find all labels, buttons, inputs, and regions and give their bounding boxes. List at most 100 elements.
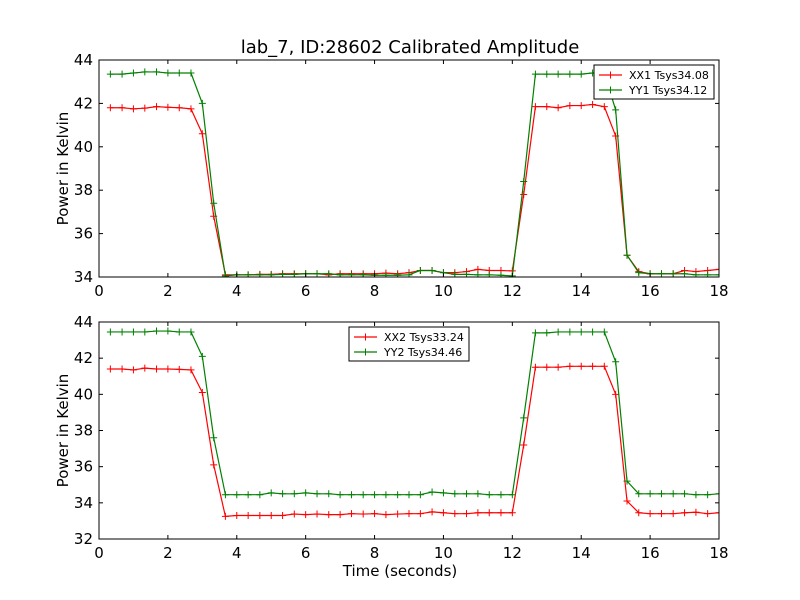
data-point — [106, 104, 114, 112]
data-point — [405, 271, 413, 277]
data-point — [244, 271, 252, 277]
data-point — [600, 328, 608, 336]
x-tick-label: 2 — [163, 282, 173, 300]
data-point — [646, 490, 654, 498]
x-tick-label: 12 — [503, 544, 522, 562]
x-tick-label: 2 — [163, 544, 173, 562]
data-point — [463, 510, 471, 518]
x-tick-label: 6 — [301, 544, 311, 562]
data-point — [520, 191, 528, 199]
data-point — [692, 508, 700, 516]
y-tick-label: 42 — [74, 349, 93, 367]
data-point — [106, 365, 114, 373]
data-point — [394, 491, 402, 499]
data-point — [623, 497, 631, 505]
data-point — [669, 510, 677, 518]
data-point — [463, 490, 471, 498]
data-point — [141, 328, 149, 336]
data-point — [554, 104, 562, 112]
data-point — [531, 363, 539, 371]
data-point — [198, 389, 206, 397]
data-point — [153, 365, 161, 373]
x-tick-label: 18 — [709, 544, 728, 562]
data-point — [669, 270, 677, 277]
data-point — [428, 266, 436, 274]
data-point — [508, 509, 516, 517]
legend-marker — [362, 333, 369, 341]
series-line — [110, 103, 719, 276]
data-point — [577, 70, 585, 78]
data-point — [221, 491, 229, 499]
data-point — [118, 328, 126, 336]
legend-label: XX1 Tsys34.08 — [629, 69, 709, 82]
data-point — [175, 104, 183, 112]
data-point — [612, 358, 620, 366]
legend-label: XX2 Tsys33.24 — [384, 331, 464, 344]
data-point — [681, 509, 689, 517]
data-point — [244, 491, 252, 499]
data-point — [198, 99, 206, 107]
data-point — [497, 509, 505, 517]
y-axis-label: Power in Kelvin — [54, 112, 72, 226]
data-point — [485, 271, 493, 277]
data-point — [302, 511, 310, 519]
data-point — [485, 491, 493, 499]
data-point — [531, 329, 539, 337]
y-tick-label: 38 — [74, 181, 93, 199]
data-point — [313, 270, 321, 277]
data-point — [405, 510, 413, 518]
data-point — [210, 461, 218, 469]
legend: XX1 Tsys34.08 YY1 Tsys34.12 — [593, 64, 715, 100]
data-point — [153, 68, 161, 76]
data-point — [129, 366, 137, 374]
chart-2: 0 2 4 6 8 10 12 14 16 18 32 34 36 38 40 42 44 Power in Ke… — [54, 313, 729, 580]
data-point — [279, 511, 287, 519]
data-point — [198, 352, 206, 360]
data-point — [106, 70, 114, 78]
data-point — [244, 511, 252, 519]
data-point — [336, 491, 344, 499]
x-tick-label: 16 — [641, 282, 660, 300]
data-point — [106, 328, 114, 336]
y-tick-label: 40 — [74, 385, 93, 403]
data-point — [210, 199, 218, 207]
y-tick-label: 32 — [74, 530, 93, 548]
data-point — [600, 103, 608, 111]
data-point — [210, 434, 218, 442]
plot-frame — [98, 59, 720, 278]
data-point — [256, 491, 264, 499]
data-point — [141, 364, 149, 372]
x-tick-label: 4 — [232, 282, 242, 300]
data-point — [474, 490, 482, 498]
legend-marker — [607, 71, 614, 79]
legend-label: YY1 Tsys34.12 — [628, 84, 707, 97]
data-point — [313, 490, 321, 498]
data-point — [543, 329, 551, 337]
data-point — [704, 510, 712, 518]
data-point — [635, 490, 643, 498]
data-point — [290, 490, 298, 498]
data-point — [129, 328, 137, 336]
data-point — [704, 271, 712, 277]
y-tick-label: 34 — [74, 268, 93, 286]
data-point — [313, 510, 321, 518]
series-line — [110, 71, 719, 277]
data-point — [267, 511, 275, 519]
series-1 — [106, 362, 719, 520]
x-tick-label: 16 — [641, 544, 660, 562]
data-point — [543, 363, 551, 371]
data-point — [543, 70, 551, 78]
data-point — [681, 490, 689, 498]
data-point — [382, 511, 390, 519]
data-point — [233, 511, 241, 519]
data-point — [290, 510, 298, 518]
data-point — [221, 512, 229, 520]
x-tick-label: 0 — [94, 282, 104, 300]
data-point — [635, 269, 643, 277]
data-point — [577, 328, 585, 336]
data-point — [566, 328, 574, 336]
data-point — [118, 365, 126, 373]
data-point — [118, 70, 126, 78]
data-point — [347, 510, 355, 518]
data-point — [302, 489, 310, 497]
